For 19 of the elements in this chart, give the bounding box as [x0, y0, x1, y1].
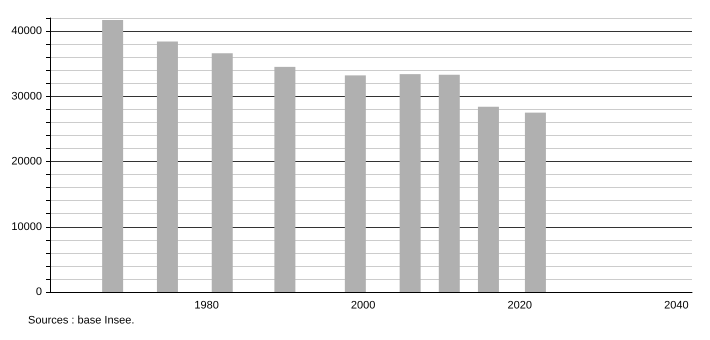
bar [438, 74, 460, 292]
bar [478, 106, 499, 292]
y-tick-label: 30000 [11, 90, 42, 102]
x-tick-label: 2020 [508, 300, 532, 312]
bar [274, 66, 296, 292]
bar [156, 41, 178, 292]
y-tick-label: 0 [36, 286, 42, 298]
bar [344, 75, 366, 292]
x-tick-label: 2000 [350, 300, 376, 312]
bar [102, 20, 124, 292]
x-tick-label: 2040 [664, 300, 689, 312]
y-tick-label: 10000 [11, 220, 42, 233]
y-tick-label: 20000 [11, 156, 42, 168]
bar [212, 53, 233, 292]
bar [400, 74, 421, 292]
source-note: Sources : base Insee. [28, 314, 134, 326]
y-tick-label: 40000 [11, 25, 42, 38]
x-tick-label: 1980 [194, 300, 219, 312]
bar [524, 112, 546, 292]
